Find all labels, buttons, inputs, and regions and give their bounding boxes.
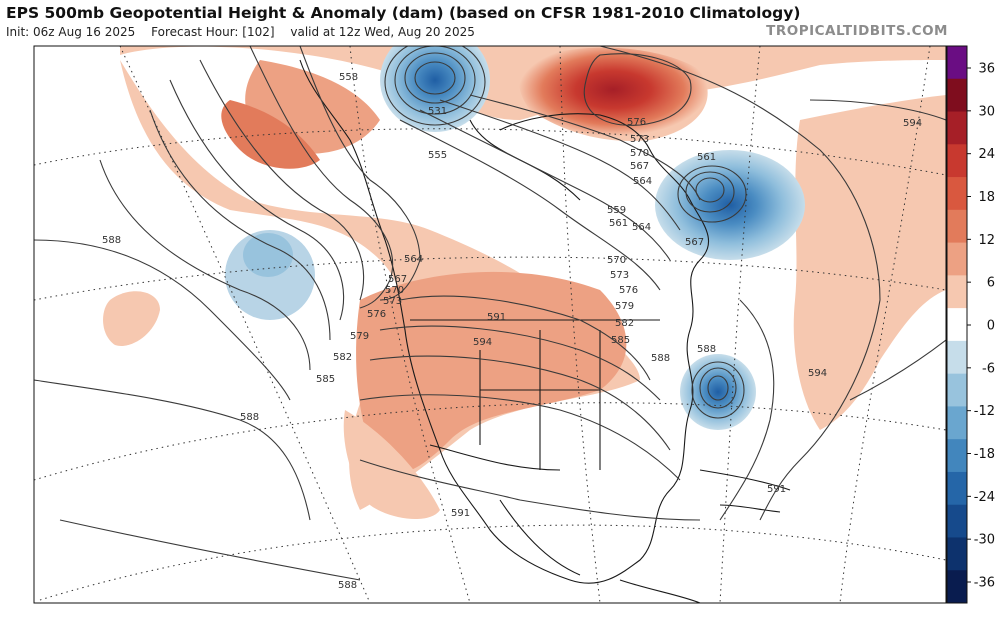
chart-title: EPS 500mb Geopotential Height & Anomaly … <box>6 4 801 22</box>
colorbar-tick-label: 18 <box>978 190 995 205</box>
colorbar-tick-label: 6 <box>987 276 995 291</box>
colorbar-tick-label: -30 <box>974 533 995 548</box>
colorbar-tick-label: -12 <box>974 404 995 419</box>
colorbar-swatch <box>947 439 967 473</box>
colorbar-tick-label: 24 <box>978 147 995 162</box>
colorbar-swatch <box>947 340 967 375</box>
contour-label-570: 570 <box>630 148 649 159</box>
contour-label-591: 591 <box>767 484 786 495</box>
colorbar-swatch <box>947 406 967 440</box>
height-contours <box>34 46 946 581</box>
contour-label-585: 585 <box>611 335 630 346</box>
contour-label-588: 588 <box>102 235 121 246</box>
colorbar-tick-label: 0 <box>987 319 995 334</box>
colorbar-swatch <box>947 537 967 571</box>
colorbar-tick-label: -18 <box>974 447 995 462</box>
contour-label-576: 576 <box>367 309 386 320</box>
contour-label-588: 588 <box>697 344 716 355</box>
colorbar-tick-label: 36 <box>978 62 995 77</box>
contour-label-573: 573 <box>630 134 649 145</box>
contour-label-561: 561 <box>697 152 716 163</box>
contour-label-567: 567 <box>685 237 704 248</box>
contour-label-588: 588 <box>240 412 259 423</box>
contour-label-591: 591 <box>487 312 506 323</box>
contour-label-588: 588 <box>338 580 357 591</box>
contour-label-570: 570 <box>607 255 626 266</box>
contour-label-594: 594 <box>808 368 827 379</box>
contour-label-531: 531 <box>428 106 447 117</box>
init-time: Init: 06z Aug 16 2025 <box>6 25 136 39</box>
map-frame <box>33 45 947 604</box>
colorbar-swatch <box>947 177 967 211</box>
contour-label-561: 561 <box>609 218 628 229</box>
contour-label-585: 585 <box>316 374 335 385</box>
contour-label-573: 573 <box>383 296 402 307</box>
contour-label-594: 594 <box>473 337 492 348</box>
contour-label-567: 567 <box>388 274 407 285</box>
contour-labels: 558 531 555 576 573 570 567 564 561 594 … <box>102 72 922 591</box>
colorbar-swatch <box>947 275 967 309</box>
colorbar-swatch <box>947 570 967 604</box>
contour-label-573: 573 <box>610 270 629 281</box>
positive-anomaly-shading <box>103 46 946 520</box>
contour-label-576: 576 <box>627 117 646 128</box>
colorbar-swatch <box>947 308 967 342</box>
colorbar-swatch <box>947 242 967 276</box>
contour-label-555: 555 <box>428 150 447 161</box>
contour-label-564: 564 <box>404 254 423 265</box>
contour-label-576: 576 <box>619 285 638 296</box>
colorbar-swatch <box>947 111 967 145</box>
colorbar-ticks: 36 30 24 18 12 6 0 -6 -12 -18 -24 -30 -36 <box>967 62 995 591</box>
colorbar-tick-label: 12 <box>978 233 995 248</box>
contour-label-591: 591 <box>451 508 470 519</box>
colorbar-tick-label: 30 <box>978 104 995 119</box>
colorbar-swatch <box>947 373 967 407</box>
colorbar-swatches <box>947 46 967 604</box>
colorbar-swatch <box>947 78 967 113</box>
colorbar-tick-label: -6 <box>982 361 995 376</box>
colorbar-swatch <box>947 471 967 506</box>
colorbar: 36 30 24 18 12 6 0 -6 -12 -18 -24 -30 -36 <box>946 45 995 604</box>
colorbar-tick-label: -36 <box>974 576 995 591</box>
colorbar-swatch <box>947 46 967 80</box>
contour-label-579: 579 <box>350 331 369 342</box>
contour-label-558: 558 <box>339 72 358 83</box>
forecast-hour: Forecast Hour: [102] <box>151 25 275 39</box>
run-info: Init: 06z Aug 16 2025 Forecast Hour: [10… <box>6 25 487 39</box>
colorbar-swatch <box>947 504 967 538</box>
source-watermark: TROPICALTIDBITS.COM <box>766 23 948 39</box>
colorbar-swatch <box>947 209 967 244</box>
contour-label-582: 582 <box>333 352 352 363</box>
contour-label-594: 594 <box>903 118 922 129</box>
contour-label-564: 564 <box>632 222 651 233</box>
contour-label-582: 582 <box>615 318 634 329</box>
contour-label-567: 567 <box>630 161 649 172</box>
colorbar-tick-label: -24 <box>974 490 995 505</box>
valid-time: valid at 12z Wed, Aug 20 2025 <box>290 25 475 39</box>
contour-label-588: 588 <box>651 353 670 364</box>
contour-label-579: 579 <box>615 301 634 312</box>
contour-label-564: 564 <box>633 176 652 187</box>
map-content: 558 531 555 576 573 570 567 564 561 594 … <box>34 46 946 603</box>
lat-lon-grid <box>34 46 946 603</box>
contour-label-570: 570 <box>385 285 404 296</box>
contour-label-559: 559 <box>607 205 626 216</box>
colorbar-swatch <box>947 144 967 178</box>
